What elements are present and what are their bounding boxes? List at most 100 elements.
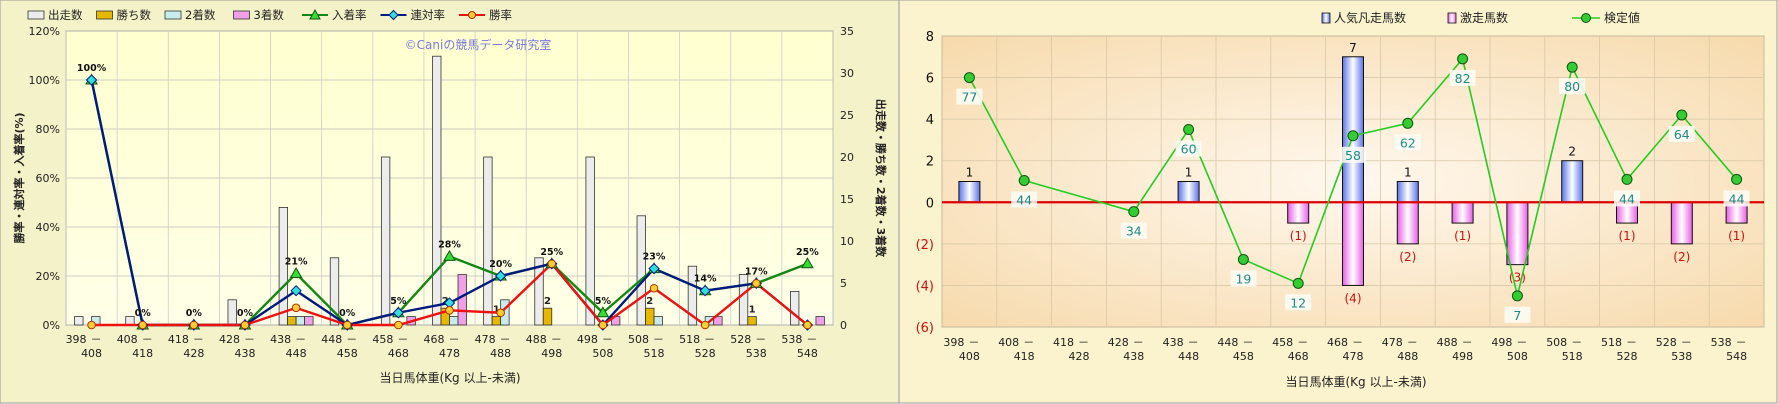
chart1-marker-2 — [598, 320, 608, 330]
chart1-legend-label: 2着数 — [185, 8, 216, 22]
chart1-x-label-low: 398 — [66, 333, 87, 346]
chart2-test-marker — [1511, 290, 1523, 302]
chart1-x-label-dash: － — [346, 333, 357, 346]
chart1-x-label-high: 468 — [388, 347, 409, 360]
chart1-legend-marker — [468, 11, 476, 19]
chart2-test-label: 7 — [1513, 308, 1521, 323]
chart1-x-label-dash: － — [755, 333, 766, 346]
chart2-bar-1 — [1506, 201, 1529, 266]
chart1-x-label-high: 518 — [644, 347, 665, 360]
chart1-x-label-high: 528 — [695, 347, 716, 360]
chart1-legend-label: 勝率 — [489, 8, 512, 22]
chart1-left-tick-label: 100% — [29, 74, 60, 87]
chart1-rate-label: 0% — [237, 308, 254, 319]
chart2-x-label-high: 488 — [1397, 350, 1418, 363]
chart2-legend-swatch — [1321, 12, 1331, 24]
chart1-x-label-high: 458 — [337, 347, 358, 360]
chart1-x-label-low: 528 — [730, 333, 751, 346]
chart1-x-label-high: 448 — [286, 347, 307, 360]
chart1-x-label-dash: － — [295, 333, 306, 346]
chart1-bar-0 — [483, 156, 493, 326]
chart1-marker-2 — [649, 283, 659, 293]
chart1-bar-3 — [815, 316, 825, 326]
chart1-bar-2 — [653, 316, 663, 326]
chart1-x-axis-title: 当日馬体重(Kg 以上-未満) — [380, 371, 521, 385]
chart1-x-label-low: 488 — [526, 333, 547, 346]
chart1-x-label-high: 428 — [183, 347, 204, 360]
chart2-x-label-low: 448 — [1217, 336, 1238, 349]
chart1-x-label-high: 498 — [541, 347, 562, 360]
chart2-test-label-bg — [1449, 69, 1476, 86]
chart2-positive-label: 1 — [1404, 166, 1412, 180]
chart2-test-label: 62 — [1400, 135, 1416, 150]
chart1-bar-0 — [534, 257, 544, 326]
chart2-x-label-high: 518 — [1562, 350, 1583, 363]
chart1-x-label-high: 408 — [81, 347, 102, 360]
chart1-rate-label: 0% — [186, 308, 203, 319]
chart2-test-label-bg — [1668, 125, 1695, 142]
chart2-bar-1 — [1396, 201, 1419, 245]
chart2-x-label-dash: － — [1188, 336, 1199, 349]
chart1-bar-0 — [738, 274, 749, 326]
chart2-test-label: 44 — [1016, 192, 1032, 207]
chart2-y-tick-label: 8 — [926, 30, 934, 45]
chart1-marker-2 — [394, 320, 403, 330]
chart2-test-label: 44 — [1729, 191, 1745, 206]
chart1-rate-label: 25% — [796, 247, 819, 258]
chart1-x-label-dash: － — [244, 333, 255, 346]
chart1-bar-0 — [227, 299, 237, 326]
chart2-x-label-dash: － — [1516, 336, 1527, 349]
chart2-x-label-dash: － — [1736, 336, 1747, 349]
chart1-x-label-low: 538 — [781, 333, 802, 346]
chart2-x-label-dash: － — [968, 336, 979, 349]
chart1-x-label-low: 428 — [219, 333, 240, 346]
chart1-legend-label: 勝ち数 — [117, 8, 152, 22]
chart1-right-tick-label: 10 — [840, 235, 854, 248]
chart2-test-label: 60 — [1181, 142, 1197, 157]
chart1-win-count-label: 2 — [544, 296, 551, 307]
chart2-test-label: 44 — [1619, 191, 1635, 206]
chart1-x-label-low: 498 — [577, 333, 598, 346]
chart2-y-tick-label: 4 — [926, 113, 934, 128]
chart1-x-label-high: 538 — [746, 347, 767, 360]
chart1-marker-2 — [700, 320, 710, 330]
chart2-x-label-dash: － — [1023, 336, 1034, 349]
chart2-positive-label: 7 — [1349, 41, 1357, 55]
chart2-x-label-low: 498 — [1491, 336, 1512, 349]
chart2-test-label: 82 — [1455, 71, 1471, 86]
chart2-x-label-dash: － — [1352, 336, 1363, 349]
chart1-left-tick-label: 80% — [36, 123, 60, 136]
chart1-x-label-low: 478 — [475, 333, 496, 346]
chart1-left-tick-label: 120% — [29, 25, 60, 38]
chart2-test-label: 77 — [961, 90, 977, 105]
chart1-marker-0 — [443, 249, 456, 261]
chart1-bar-1 — [491, 316, 502, 326]
chart1-marker-2 — [342, 320, 352, 330]
chart1-rate-label: 17% — [745, 266, 768, 277]
chart1-right-tick-label: 0 — [840, 319, 847, 332]
chart2-test-label: 12 — [1290, 295, 1306, 310]
chart2-x-label-high: 508 — [1507, 350, 1528, 363]
chart2-test-label-bg — [1285, 294, 1312, 311]
chart2-x-label-high: 528 — [1617, 350, 1638, 363]
chart1-x-label-dash: － — [806, 333, 817, 346]
chart2-test-label-bg — [1504, 306, 1531, 323]
chart2-x-label-dash: － — [1078, 336, 1089, 349]
chart1-win-count-label: 1 — [493, 305, 500, 316]
chart1-marker-1 — [290, 284, 302, 297]
chart1-marker-2 — [752, 279, 761, 288]
chart1-right-tick-label: 35 — [840, 25, 854, 38]
chart1-x-label-low: 418 — [168, 333, 189, 346]
chart1-x-label-low: 408 — [117, 333, 138, 346]
chart1-bar-2 — [449, 316, 459, 326]
chart2-x-label-high: 478 — [1343, 350, 1364, 363]
chart1-left-tick-label: 0% — [43, 319, 60, 332]
chart1-rate-label: 100% — [77, 63, 107, 74]
chart1-right-tick-label: 30 — [840, 67, 854, 80]
chart1-left-tick-label: 20% — [36, 270, 60, 283]
chart2-negative-label: (1) — [1619, 229, 1636, 243]
chart2-x-label-low: 428 — [1108, 336, 1129, 349]
chart1-x-label-dash: － — [602, 333, 613, 346]
chart2-negative-label: (1) — [1454, 229, 1471, 243]
chart1-rate-label: 5% — [595, 296, 612, 307]
